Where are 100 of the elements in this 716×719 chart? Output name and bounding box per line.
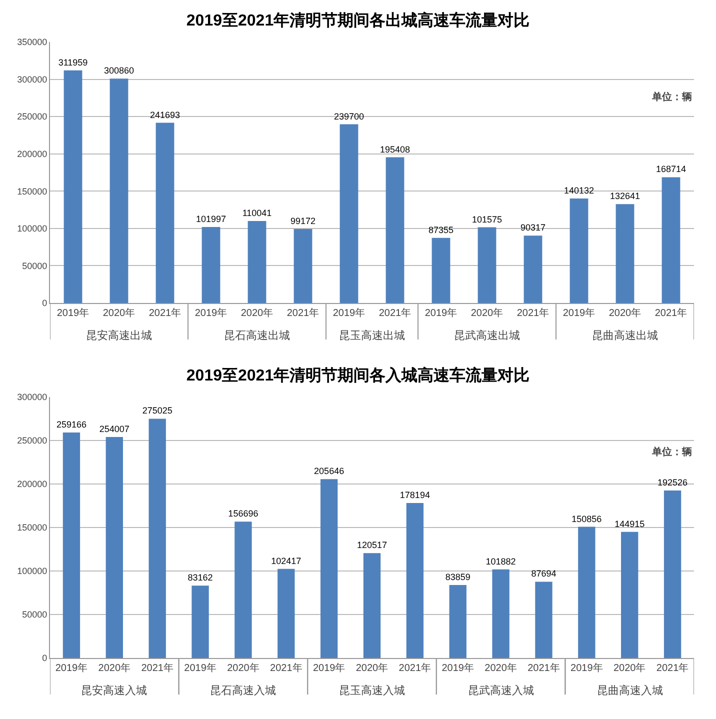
data-label: 168714: [656, 164, 686, 174]
bar: [106, 437, 123, 658]
y-tick-label: 0: [42, 653, 48, 664]
data-label: 311959: [58, 57, 88, 68]
annotation: 单位：辆: [651, 91, 692, 103]
bar: [578, 526, 596, 658]
data-label: 101882: [486, 556, 516, 566]
data-label: 275025: [142, 406, 172, 416]
data-label: 150856: [572, 514, 602, 524]
text: 昆安高速出城: [86, 329, 152, 342]
bar: [192, 586, 209, 658]
data-label: 87355: [428, 224, 454, 235]
chart-title: 2019至2021年清明节期间各入城高速车流量对比: [186, 365, 530, 384]
bar: [621, 532, 638, 658]
data-label: 241693: [150, 110, 180, 120]
x-tick-label: 2019年: [570, 662, 603, 674]
x-tick-label: 2021年: [656, 662, 689, 674]
y-tick-label: 150000: [17, 522, 48, 533]
data-label: 178194: [400, 490, 430, 500]
x-tick-label: 2019年: [562, 307, 596, 319]
text: 昆曲高速入城: [597, 684, 663, 697]
data-label: 156696: [228, 508, 258, 519]
data-label: 132641: [610, 191, 640, 202]
x-tick-label: 2019年: [332, 307, 366, 319]
x-tick-label: 2019年: [194, 307, 228, 319]
bar: [386, 157, 404, 303]
x-tick-label: 2021年: [286, 307, 320, 319]
text: 昆武高速入城: [468, 684, 534, 697]
text: 昆曲高速出城: [592, 329, 658, 342]
annotation: 单位：辆: [651, 446, 692, 458]
data-label: 101997: [196, 214, 226, 224]
x-tick-label: 2021年: [654, 307, 688, 319]
bar: [492, 569, 510, 658]
bar: [524, 236, 542, 303]
data-label: 99172: [290, 216, 316, 226]
bar: [363, 553, 381, 658]
x-tick-label: 2021年: [528, 662, 560, 674]
x-tick-label: 2019年: [56, 307, 90, 319]
data-label: 205646: [314, 466, 344, 476]
data-label: 83162: [188, 572, 213, 583]
bar: [148, 418, 166, 658]
data-label: 110041: [242, 208, 272, 218]
text: 昆武高速出城: [454, 329, 520, 342]
y-tick-label: 100000: [17, 566, 48, 576]
x-tick-label: 2020年: [240, 307, 274, 319]
data-label: 195408: [380, 144, 410, 154]
x-tick-label: 2020年: [227, 662, 260, 674]
text: 昆石高速入城: [210, 684, 276, 697]
x-tick-label: 2020年: [356, 662, 388, 674]
bar: [278, 568, 295, 658]
x-tick-label: 2021年: [148, 307, 182, 319]
bar: [248, 220, 266, 303]
y-tick-label: 0: [42, 298, 48, 308]
bar: [478, 227, 496, 303]
x-tick-label: 2020年: [98, 662, 131, 674]
bar: [110, 78, 128, 303]
bar: [156, 122, 174, 303]
data-label: 254007: [99, 424, 130, 434]
y-tick-label: 200000: [17, 479, 48, 490]
bar: [62, 432, 80, 658]
bar: [202, 226, 220, 303]
bar: [340, 124, 358, 303]
bar: [664, 490, 682, 658]
bar: [406, 502, 424, 658]
x-tick-label: 2019年: [442, 662, 474, 674]
text: 昆安高速入城: [81, 684, 147, 697]
x-tick-label: 2019年: [312, 662, 346, 674]
bar: [662, 177, 680, 303]
y-tick-label: 250000: [17, 436, 48, 446]
y-tick-label: 100000: [17, 224, 48, 234]
x-tick-label: 2021年: [398, 662, 432, 674]
x-tick-label: 2020年: [484, 662, 517, 674]
text: 昆玉高速入城: [339, 684, 405, 697]
x-tick-label: 2020年: [613, 662, 646, 674]
data-label: 239700: [334, 111, 364, 122]
y-tick-label: 250000: [17, 112, 48, 122]
text: 昆玉高速出城: [339, 329, 405, 342]
bar: [294, 229, 312, 303]
x-tick-label: 2020年: [470, 307, 504, 319]
y-tick-label: 300000: [17, 392, 48, 402]
bar: [432, 238, 450, 303]
data-label: 140132: [564, 186, 594, 196]
data-label: 259166: [56, 420, 86, 430]
bar: [535, 582, 552, 658]
data-label: 144915: [614, 518, 645, 529]
y-tick-label: 200000: [17, 149, 48, 160]
chart-title: 2019至2021年清明节期间各出城高速车流量对比: [186, 10, 530, 30]
text: 昆石高速出城: [224, 329, 290, 342]
bar: [570, 198, 588, 303]
bar: [449, 585, 466, 658]
data-label: 87694: [531, 568, 556, 579]
bar: [616, 204, 634, 303]
x-tick-label: 2019年: [424, 307, 458, 319]
y-tick-label: 50000: [22, 610, 48, 620]
y-tick-label: 150000: [17, 186, 48, 196]
x-tick-label: 2021年: [378, 307, 412, 319]
x-tick-label: 2021年: [516, 307, 550, 319]
data-label: 102417: [271, 556, 302, 566]
data-label: 83859: [445, 572, 470, 582]
data-label: 120517: [356, 540, 388, 550]
